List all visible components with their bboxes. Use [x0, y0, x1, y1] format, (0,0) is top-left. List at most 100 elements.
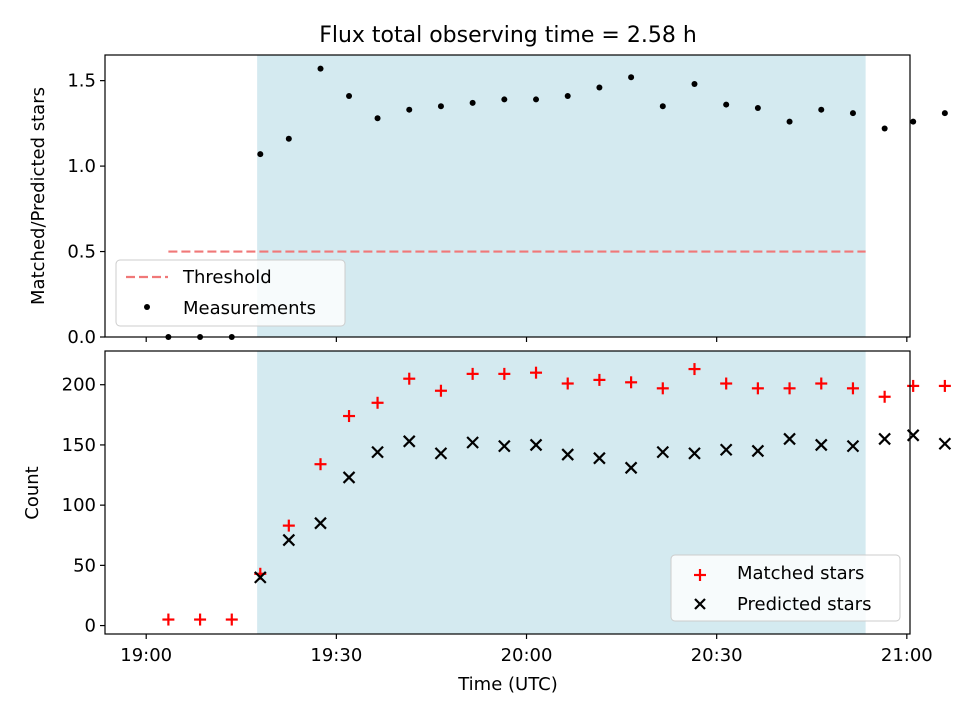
matched-star-point — [815, 377, 828, 390]
matched-star-point — [625, 376, 638, 389]
matched-star-point — [403, 372, 416, 385]
matched-star-point — [314, 458, 327, 471]
matched-star-point — [194, 613, 207, 626]
x-tick-label: 19:00 — [120, 645, 172, 666]
bottom-legend-box — [670, 554, 901, 622]
predicted-star-point — [254, 571, 267, 584]
predicted-star-point — [593, 451, 606, 465]
measurement-point — [317, 65, 324, 72]
top-legend: Threshold Measurements — [115, 259, 346, 327]
predicted-star-point — [529, 438, 543, 452]
measurement-point — [346, 93, 353, 100]
measurement-point — [659, 103, 666, 110]
predicted-star-point — [342, 471, 356, 484]
measurement-point — [941, 110, 948, 117]
bottom-y-axis-label: Count — [22, 466, 43, 519]
matched-star-point — [225, 613, 238, 626]
predicted-star-point — [846, 439, 860, 453]
bottom-y-tick-label: 100 — [62, 495, 96, 516]
predicted-star-point — [783, 432, 796, 446]
measurement-point — [406, 106, 413, 113]
top-legend-box — [115, 259, 346, 327]
matched-star-point — [282, 519, 295, 532]
bottom-plot-frame — [104, 350, 911, 635]
matched-star-point — [371, 396, 384, 409]
chart-title: Flux total observing time = 2.58 h — [319, 23, 697, 48]
measurement-point — [723, 101, 730, 108]
predicted-star-point — [402, 435, 416, 448]
predicted-star-point — [688, 447, 701, 460]
matched-star-point — [751, 382, 764, 395]
measurement-points — [165, 65, 948, 340]
predicted-star-point — [282, 533, 296, 547]
predicted-legend-swatch — [694, 598, 706, 610]
predicted-star-point — [466, 436, 479, 449]
predicted-star-point — [938, 437, 952, 451]
matched-star-point — [907, 379, 920, 392]
matched-legend-swatch — [694, 569, 706, 581]
measurement-point — [849, 110, 856, 117]
measurement-point — [786, 118, 793, 125]
matched-star-point — [846, 382, 859, 395]
matched-star-point — [593, 373, 606, 386]
top-y-axis: 0.0 0.5 1.0 1.5 — [67, 71, 105, 348]
predicted-star-point — [719, 443, 733, 457]
predicted-star-point — [656, 445, 670, 459]
threshold-legend-label: Threshold — [182, 267, 272, 288]
bottom-y-tick-label: 50 — [73, 555, 96, 576]
matched-star-point — [466, 367, 479, 380]
x-axis-label: Time (UTC) — [457, 674, 558, 695]
matched-star-point — [938, 379, 951, 392]
matched-star-point — [561, 377, 574, 390]
x-tick-label: 20:30 — [691, 645, 743, 666]
top-panel: 0.0 0.5 1.0 1.5 Matched/Predicted stars Thr… — [28, 54, 948, 348]
x-tick-label: 21:00 — [881, 645, 933, 666]
top-plot-frame — [104, 54, 911, 338]
predicted-star-point — [878, 432, 891, 446]
measurement-point — [881, 125, 888, 132]
matched-star-point — [162, 613, 175, 626]
bottom-y-tick-label: 0 — [85, 616, 96, 637]
measurement-point — [257, 151, 264, 158]
bottom-y-axis: 0 50 100 150 200 — [62, 375, 105, 637]
matched-star-point — [343, 410, 356, 423]
top-y-tick-label: 0.0 — [67, 327, 96, 348]
predicted-star-point — [434, 447, 448, 460]
top-y-tick-label: 1.5 — [67, 71, 96, 92]
predicted-star-point — [624, 461, 638, 475]
measurements-legend-label: Measurements — [183, 298, 316, 319]
measurement-point — [374, 115, 381, 122]
predicted-star-point — [751, 444, 765, 458]
bottom-y-tick-label: 150 — [62, 435, 96, 456]
measurement-point — [910, 118, 917, 125]
x-tick-label: 20:00 — [501, 645, 553, 666]
matched-star-point — [878, 390, 891, 403]
matched-star-point — [656, 382, 669, 395]
matched-star-point — [688, 363, 701, 376]
x-tick-label: 19:30 — [310, 645, 362, 666]
measurement-point — [564, 93, 571, 100]
matched-star-point — [498, 367, 511, 380]
measurement-point — [501, 96, 508, 103]
predicted-star-point — [498, 439, 511, 453]
matched-star-point — [783, 382, 796, 395]
predicted-star-point — [814, 438, 828, 452]
predicted-star-point — [561, 448, 574, 461]
top-y-axis-label: Matched/Predicted stars — [28, 87, 49, 305]
top-y-tick-label: 0.5 — [67, 242, 96, 263]
measurement-point — [628, 74, 635, 81]
predicted-star-point — [371, 445, 384, 459]
count-points — [162, 363, 952, 626]
matched-star-point — [434, 384, 447, 397]
top-x-tick-marks — [145, 337, 908, 342]
measurement-point — [533, 96, 540, 103]
matched-star-point — [530, 366, 543, 379]
measurement-point — [437, 103, 444, 110]
measurement-point — [285, 135, 292, 142]
measurement-point — [818, 106, 825, 113]
top-shaded-region — [257, 55, 866, 337]
measurement-point — [691, 81, 698, 88]
